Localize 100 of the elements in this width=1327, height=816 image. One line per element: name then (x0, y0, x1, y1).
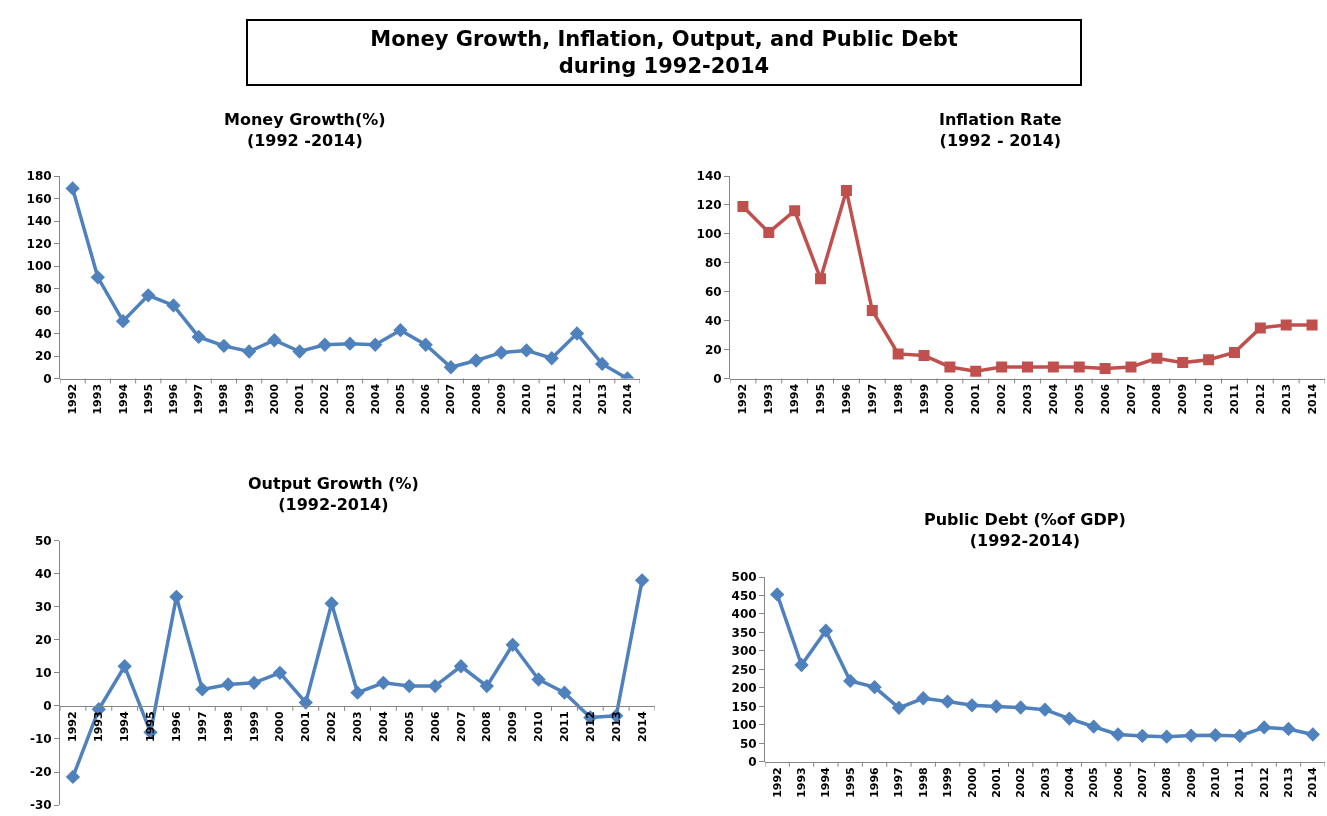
x-tick-label: 2004 (368, 383, 382, 415)
x-tick-label: 2000 (965, 766, 979, 798)
x-tick-label: 2002 (318, 383, 332, 415)
point (342, 336, 358, 351)
point (1151, 352, 1163, 364)
y-tick-label: 20 (34, 633, 52, 648)
x-tick-label: 2013 (1279, 383, 1293, 415)
x-tick-label: 2000 (273, 710, 287, 742)
x-tick-label: 1993 (91, 383, 105, 415)
point (634, 573, 650, 588)
point (815, 273, 827, 285)
y-tick-label: 100 (696, 227, 722, 242)
y-tick-label: -10 (29, 732, 52, 747)
x-tick-label: 2009 (506, 711, 520, 742)
point (494, 345, 509, 360)
x-tick-label: 1999 (917, 383, 931, 415)
point (241, 344, 257, 359)
x-tick-label: 1999 (941, 767, 955, 798)
x-tick-label: 2001 (299, 711, 313, 742)
y-tick-label: 50 (34, 533, 52, 548)
x-tick-label: 2004 (376, 710, 390, 742)
y-tick-label: 150 (731, 699, 757, 714)
x-tick-label: 1997 (892, 767, 906, 798)
x-tick-label: 1992 (66, 711, 80, 742)
point (393, 323, 408, 338)
point (1110, 727, 1126, 742)
point (737, 200, 749, 212)
point (324, 596, 339, 611)
x-tick-label: 2013 (609, 711, 623, 742)
point (65, 769, 81, 785)
y-tick-label: 30 (34, 599, 52, 614)
y-tick-label: 60 (704, 284, 722, 299)
point (418, 337, 433, 352)
point (763, 226, 775, 238)
point (1208, 728, 1223, 743)
y-tick-label: 40 (34, 326, 52, 341)
x-tick-label: 1995 (144, 711, 158, 742)
x-tick-label: 2012 (1257, 767, 1271, 798)
x-tick-label: 2003 (1021, 383, 1035, 415)
y-tick-label: 0 (43, 371, 52, 386)
x-tick-label: 2014 (635, 710, 649, 742)
x-tick-label: 1992 (66, 383, 80, 415)
y-tick-label: 20 (34, 349, 52, 364)
x-tick-label: 2010 (520, 383, 534, 415)
point (166, 298, 181, 313)
x-tick-label: 1997 (865, 383, 879, 415)
point (479, 678, 494, 694)
point (267, 333, 282, 348)
point (794, 657, 809, 673)
point (944, 361, 956, 373)
point (916, 691, 931, 706)
x-tick-label: 1996 (169, 710, 183, 742)
y-tick-label: 60 (34, 304, 52, 319)
point (117, 659, 132, 674)
point (90, 270, 105, 285)
x-tick-label: 2007 (454, 711, 468, 742)
x-tick-label: 2004 (1062, 766, 1076, 798)
y-tick-label: 40 (704, 313, 722, 328)
point (1073, 361, 1085, 373)
y-tick-label: 500 (731, 570, 757, 585)
point (1305, 727, 1320, 742)
x-tick-label: 2006 (1111, 766, 1125, 798)
text: Money Growth, Inflation, Output, and Public Debt during 1992-2014 (370, 27, 958, 79)
x-tick-label: 2002 (995, 383, 1009, 415)
x-tick-label: 1996 (839, 383, 853, 415)
point (468, 353, 484, 368)
point (1086, 719, 1101, 734)
point (996, 361, 1008, 373)
chart-title: Output Growth (%) (1992-2014) (248, 474, 419, 514)
x-tick-label: 2014 (1306, 766, 1320, 798)
x-tick-label: 1998 (221, 711, 235, 742)
point (350, 685, 365, 700)
point (843, 673, 858, 689)
y-tick-label: 0 (748, 755, 757, 770)
x-tick-label: 2012 (1253, 383, 1267, 415)
point (505, 637, 520, 652)
point (770, 587, 785, 602)
point (789, 205, 801, 217)
point (1232, 728, 1247, 744)
x-tick-label: 1998 (217, 383, 231, 415)
x-tick-label: 2014 (620, 383, 634, 415)
y-tick-label: 100 (731, 718, 757, 733)
x-tick-label: 2006 (428, 710, 442, 742)
point (221, 677, 236, 692)
x-tick-label: 2005 (394, 383, 408, 415)
point (402, 678, 417, 694)
y-tick-label: 50 (739, 736, 757, 751)
point (1022, 361, 1033, 373)
point (940, 694, 955, 709)
point (272, 665, 288, 681)
y-tick-label: 180 (26, 169, 52, 184)
point (892, 348, 904, 360)
y-tick-label: 450 (731, 588, 757, 603)
x-tick-label: 2014 (1305, 383, 1319, 415)
x-tick-label: 2009 (494, 383, 508, 415)
x-tick-label: 2013 (1282, 767, 1296, 798)
y-tick-label: 350 (731, 625, 757, 640)
x-tick-label: 2001 (293, 383, 307, 415)
x-tick-label: 1995 (814, 383, 828, 415)
x-tick-label: 1999 (242, 383, 256, 415)
